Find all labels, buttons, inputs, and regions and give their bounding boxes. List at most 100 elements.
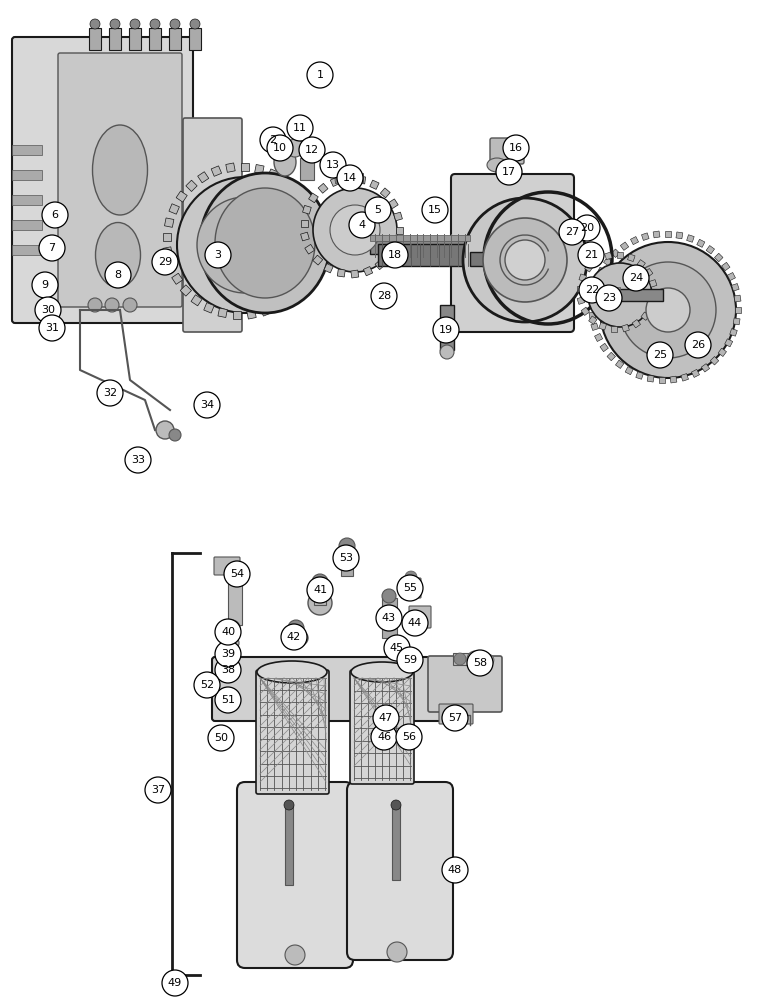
Bar: [189, 28, 201, 50]
Text: 29: 29: [158, 257, 172, 267]
Bar: [337, 269, 345, 277]
Bar: [577, 297, 584, 304]
Circle shape: [90, 19, 100, 29]
Bar: [593, 278, 601, 285]
Bar: [225, 163, 235, 172]
Bar: [621, 242, 628, 250]
Text: 33: 33: [131, 455, 145, 465]
Bar: [370, 238, 470, 254]
FancyBboxPatch shape: [401, 578, 421, 598]
Bar: [692, 369, 699, 377]
Circle shape: [32, 272, 58, 298]
Circle shape: [286, 139, 304, 157]
Bar: [305, 244, 314, 254]
Bar: [642, 233, 649, 240]
Text: 54: 54: [230, 569, 244, 579]
Bar: [670, 376, 677, 383]
Text: 38: 38: [221, 665, 235, 675]
Bar: [311, 241, 319, 249]
Bar: [313, 255, 323, 265]
Circle shape: [373, 705, 399, 731]
Bar: [659, 377, 665, 383]
Text: 42: 42: [287, 632, 301, 642]
Text: 56: 56: [402, 732, 416, 742]
Bar: [186, 180, 197, 192]
Bar: [730, 329, 737, 336]
Circle shape: [208, 725, 234, 751]
Text: 50: 50: [214, 733, 228, 743]
Circle shape: [397, 647, 423, 673]
Circle shape: [333, 545, 359, 571]
Bar: [648, 303, 655, 310]
Circle shape: [288, 620, 304, 636]
Bar: [604, 252, 612, 260]
Bar: [163, 233, 171, 241]
Bar: [241, 163, 249, 171]
Bar: [653, 231, 660, 238]
Bar: [725, 339, 733, 347]
Circle shape: [97, 380, 123, 406]
Bar: [636, 372, 643, 379]
Text: 25: 25: [653, 350, 667, 360]
FancyBboxPatch shape: [212, 657, 453, 721]
Circle shape: [169, 429, 181, 441]
Bar: [665, 231, 671, 237]
Bar: [722, 262, 730, 271]
Circle shape: [307, 62, 333, 88]
Circle shape: [454, 653, 466, 665]
Text: 19: 19: [439, 325, 453, 335]
Bar: [594, 256, 602, 264]
Text: 24: 24: [629, 273, 643, 283]
Text: 40: 40: [221, 627, 235, 637]
Bar: [233, 311, 241, 319]
Bar: [676, 232, 682, 239]
Circle shape: [177, 177, 313, 313]
Circle shape: [281, 624, 307, 650]
Circle shape: [156, 421, 174, 439]
Bar: [617, 252, 623, 258]
Ellipse shape: [200, 173, 330, 313]
Circle shape: [224, 561, 250, 587]
Circle shape: [225, 636, 239, 650]
Circle shape: [588, 263, 652, 327]
Circle shape: [387, 942, 407, 962]
Bar: [599, 322, 607, 330]
Bar: [632, 320, 641, 328]
Bar: [641, 312, 649, 320]
Bar: [607, 352, 615, 361]
Text: 17: 17: [502, 167, 516, 177]
Circle shape: [125, 447, 151, 473]
Bar: [375, 260, 385, 270]
Text: 55: 55: [403, 583, 417, 593]
Bar: [273, 299, 284, 310]
Bar: [381, 188, 390, 198]
Ellipse shape: [215, 188, 315, 298]
Bar: [701, 364, 709, 372]
Circle shape: [194, 672, 220, 698]
Text: 41: 41: [313, 585, 327, 595]
Circle shape: [307, 577, 333, 603]
Text: 30: 30: [41, 305, 55, 315]
Bar: [228, 570, 242, 625]
Circle shape: [110, 19, 120, 29]
Bar: [308, 255, 317, 264]
Bar: [589, 312, 596, 319]
Circle shape: [330, 205, 380, 255]
Circle shape: [105, 298, 119, 312]
Bar: [191, 295, 202, 306]
Bar: [330, 177, 340, 186]
Circle shape: [215, 687, 241, 713]
FancyBboxPatch shape: [451, 174, 574, 332]
Text: 12: 12: [305, 145, 319, 155]
Circle shape: [623, 265, 649, 291]
Text: 47: 47: [379, 713, 393, 723]
Text: 3: 3: [215, 250, 222, 260]
Text: 45: 45: [390, 643, 404, 653]
Circle shape: [371, 724, 397, 750]
Text: 52: 52: [200, 680, 214, 690]
Text: 59: 59: [403, 655, 417, 665]
Circle shape: [440, 345, 454, 359]
Circle shape: [299, 137, 325, 163]
Bar: [303, 205, 311, 214]
Bar: [12, 220, 42, 230]
